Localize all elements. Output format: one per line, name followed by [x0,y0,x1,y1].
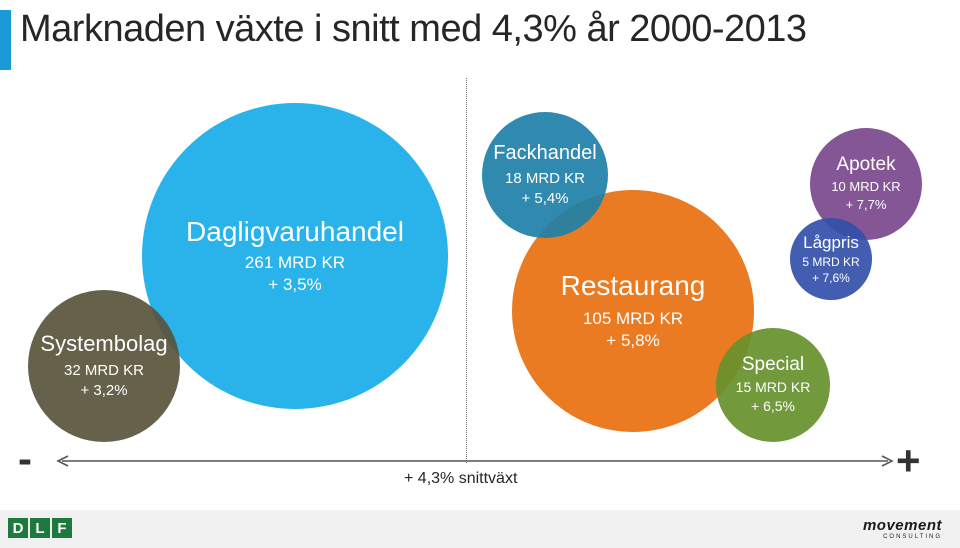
bubble-systembolag: Systembolag 32 MRD KR + 3,2% [28,290,180,442]
bubble-growth: + 3,5% [268,275,322,294]
axis-max-label: + [896,437,921,484]
bubble-value: 261 MRD KR [244,253,346,272]
title-accent-bar [0,10,11,70]
bubble-growth: + 7,6% [812,270,850,285]
bubble-value: 5 MRD KR [802,254,860,269]
growth-axis [56,455,894,467]
average-growth-divider [466,78,467,463]
bubble-fackhandel: Fackhandel 18 MRD KR + 5,4% [482,112,608,238]
bubble-name: Systembolag [40,331,168,356]
bubble-value: 15 MRD KR [735,379,811,395]
dlf-logo-letter: L [30,518,50,538]
bubble-value: 32 MRD KR [63,362,145,379]
bubble-lagpris: Lågpris 5 MRD KR + 7,6% [790,218,872,300]
bubble-name: Special [741,354,805,375]
bubble-special: Special 15 MRD KR + 6,5% [716,328,830,442]
movement-logo: movement CONSULTING [863,518,942,541]
axis-right-arrow [881,455,894,467]
bubble-name: Fackhandel [493,141,597,164]
bubble-growth: + 3,2% [80,382,128,399]
movement-logo-name: movement [862,517,942,534]
dlf-logo-letter: D [8,518,28,538]
axis-label: + 4,3% snittväxt [404,470,518,487]
dlf-logo: D L F [8,518,72,538]
bubble-value: 105 MRD KR [582,309,684,328]
bubble-growth: + 5,4% [521,189,569,207]
bubble-value: 10 MRD KR [831,179,901,194]
bubble-growth: + 5,8% [606,331,660,350]
axis-min-label: - [18,435,32,482]
bubble-name: Restaurang [560,270,706,301]
movement-logo-sub: CONSULTING [883,534,942,540]
dlf-logo-letter: F [52,518,72,538]
bubble-growth: + 7,7% [845,197,887,212]
axis-left-arrow [56,455,69,467]
bubble-value: 18 MRD KR [504,169,586,187]
footer: D L F movement CONSULTING [0,510,960,548]
page-title: Marknaden växte i snitt med 4,3% år 2000… [20,8,807,50]
bubble-name: Dagligvaruhandel [186,216,404,247]
bubble-dagligvaruhandel: Dagligvaruhandel 261 MRD KR + 3,5% [142,103,448,409]
bubble-growth: + 6,5% [751,398,795,414]
bubble-name: Lågpris [803,232,859,252]
bubble-name: Apotek [836,154,896,175]
